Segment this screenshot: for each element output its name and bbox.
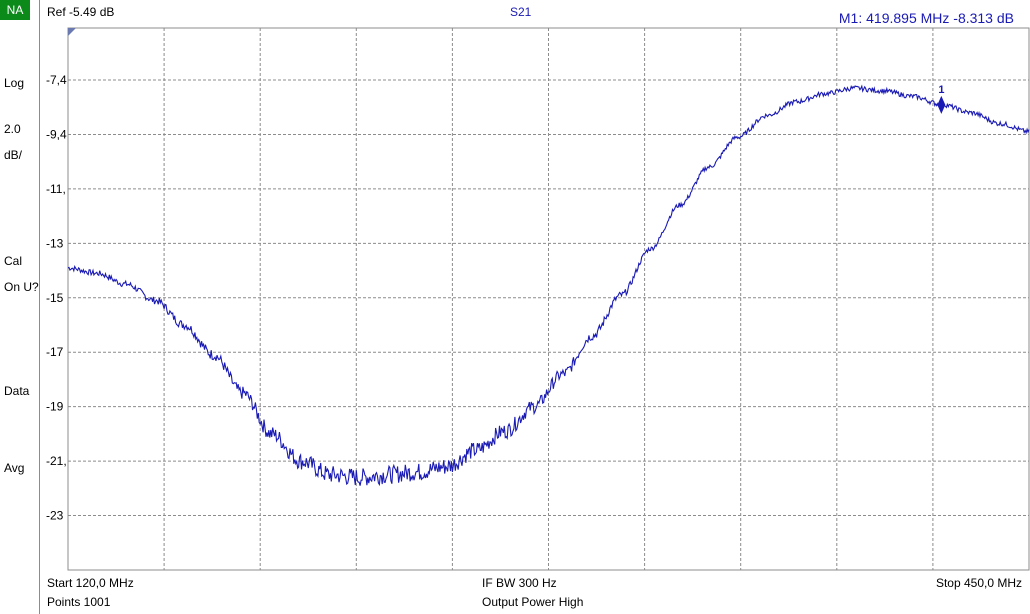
y-tick-label: -17 xyxy=(46,345,64,359)
y-tick-label: -23 xyxy=(46,509,64,523)
trace-chart: -7,4 -9,4 -11, -13 -15 -17 -19 -21, -23 1 xyxy=(46,27,1030,571)
na-mode-badge[interactable]: NA xyxy=(0,0,30,20)
y-tick-label: -21, xyxy=(46,454,67,468)
if-bandwidth[interactable]: IF BW 300 Hz xyxy=(482,576,557,590)
stop-frequency[interactable]: Stop 450,0 MHz xyxy=(935,576,1022,590)
marker-readout: M1: 419.895 MHz -8.313 dB xyxy=(838,10,1014,26)
y-tick-label: -11, xyxy=(46,182,66,196)
s21-trace-line xyxy=(67,84,1030,487)
cal-label[interactable]: Cal xyxy=(4,254,23,268)
y-tick-labels: -7,4 -9,4 -11, -13 -15 -17 -19 -21, -23 xyxy=(46,73,67,523)
measurement-area: Ref -5.49 dB S21 M1: 419.895 MHz -8.313 … xyxy=(40,0,1030,614)
y-tick-label: -15 xyxy=(46,291,64,305)
scale-type-label[interactable]: Log xyxy=(4,76,25,90)
y-tick-label: -19 xyxy=(46,400,64,414)
left-softkey-panel: NA Log 2.0 dB/ Cal On U? Data Avg xyxy=(0,0,40,614)
marker-1[interactable]: 1 xyxy=(937,84,946,114)
ref-level-marker-icon xyxy=(68,28,76,36)
scale-unit-label: dB/ xyxy=(4,148,23,162)
header-bar: Ref -5.49 dB S21 M1: 419.895 MHz -8.313 … xyxy=(40,0,1030,28)
marker-diamond-icon[interactable] xyxy=(937,95,946,114)
measurement-name[interactable]: S21 xyxy=(510,5,532,19)
ref-level-text: Ref -5.49 dB xyxy=(47,5,115,19)
avg-label[interactable]: Avg xyxy=(4,461,25,475)
scale-value-label[interactable]: 2.0 xyxy=(4,122,21,136)
grid-lines xyxy=(68,28,1029,570)
output-power[interactable]: Output Power High xyxy=(482,595,584,609)
marker-number-label: 1 xyxy=(938,84,944,96)
y-tick-label: -9,4 xyxy=(46,127,67,141)
points-count[interactable]: Points 1001 xyxy=(47,595,111,609)
y-tick-label: -13 xyxy=(46,236,64,250)
cal-state-label: On U? xyxy=(4,280,39,294)
data-label[interactable]: Data xyxy=(4,384,30,398)
start-frequency[interactable]: Start 120,0 MHz xyxy=(47,576,134,590)
y-tick-label: -7,4 xyxy=(46,73,67,87)
